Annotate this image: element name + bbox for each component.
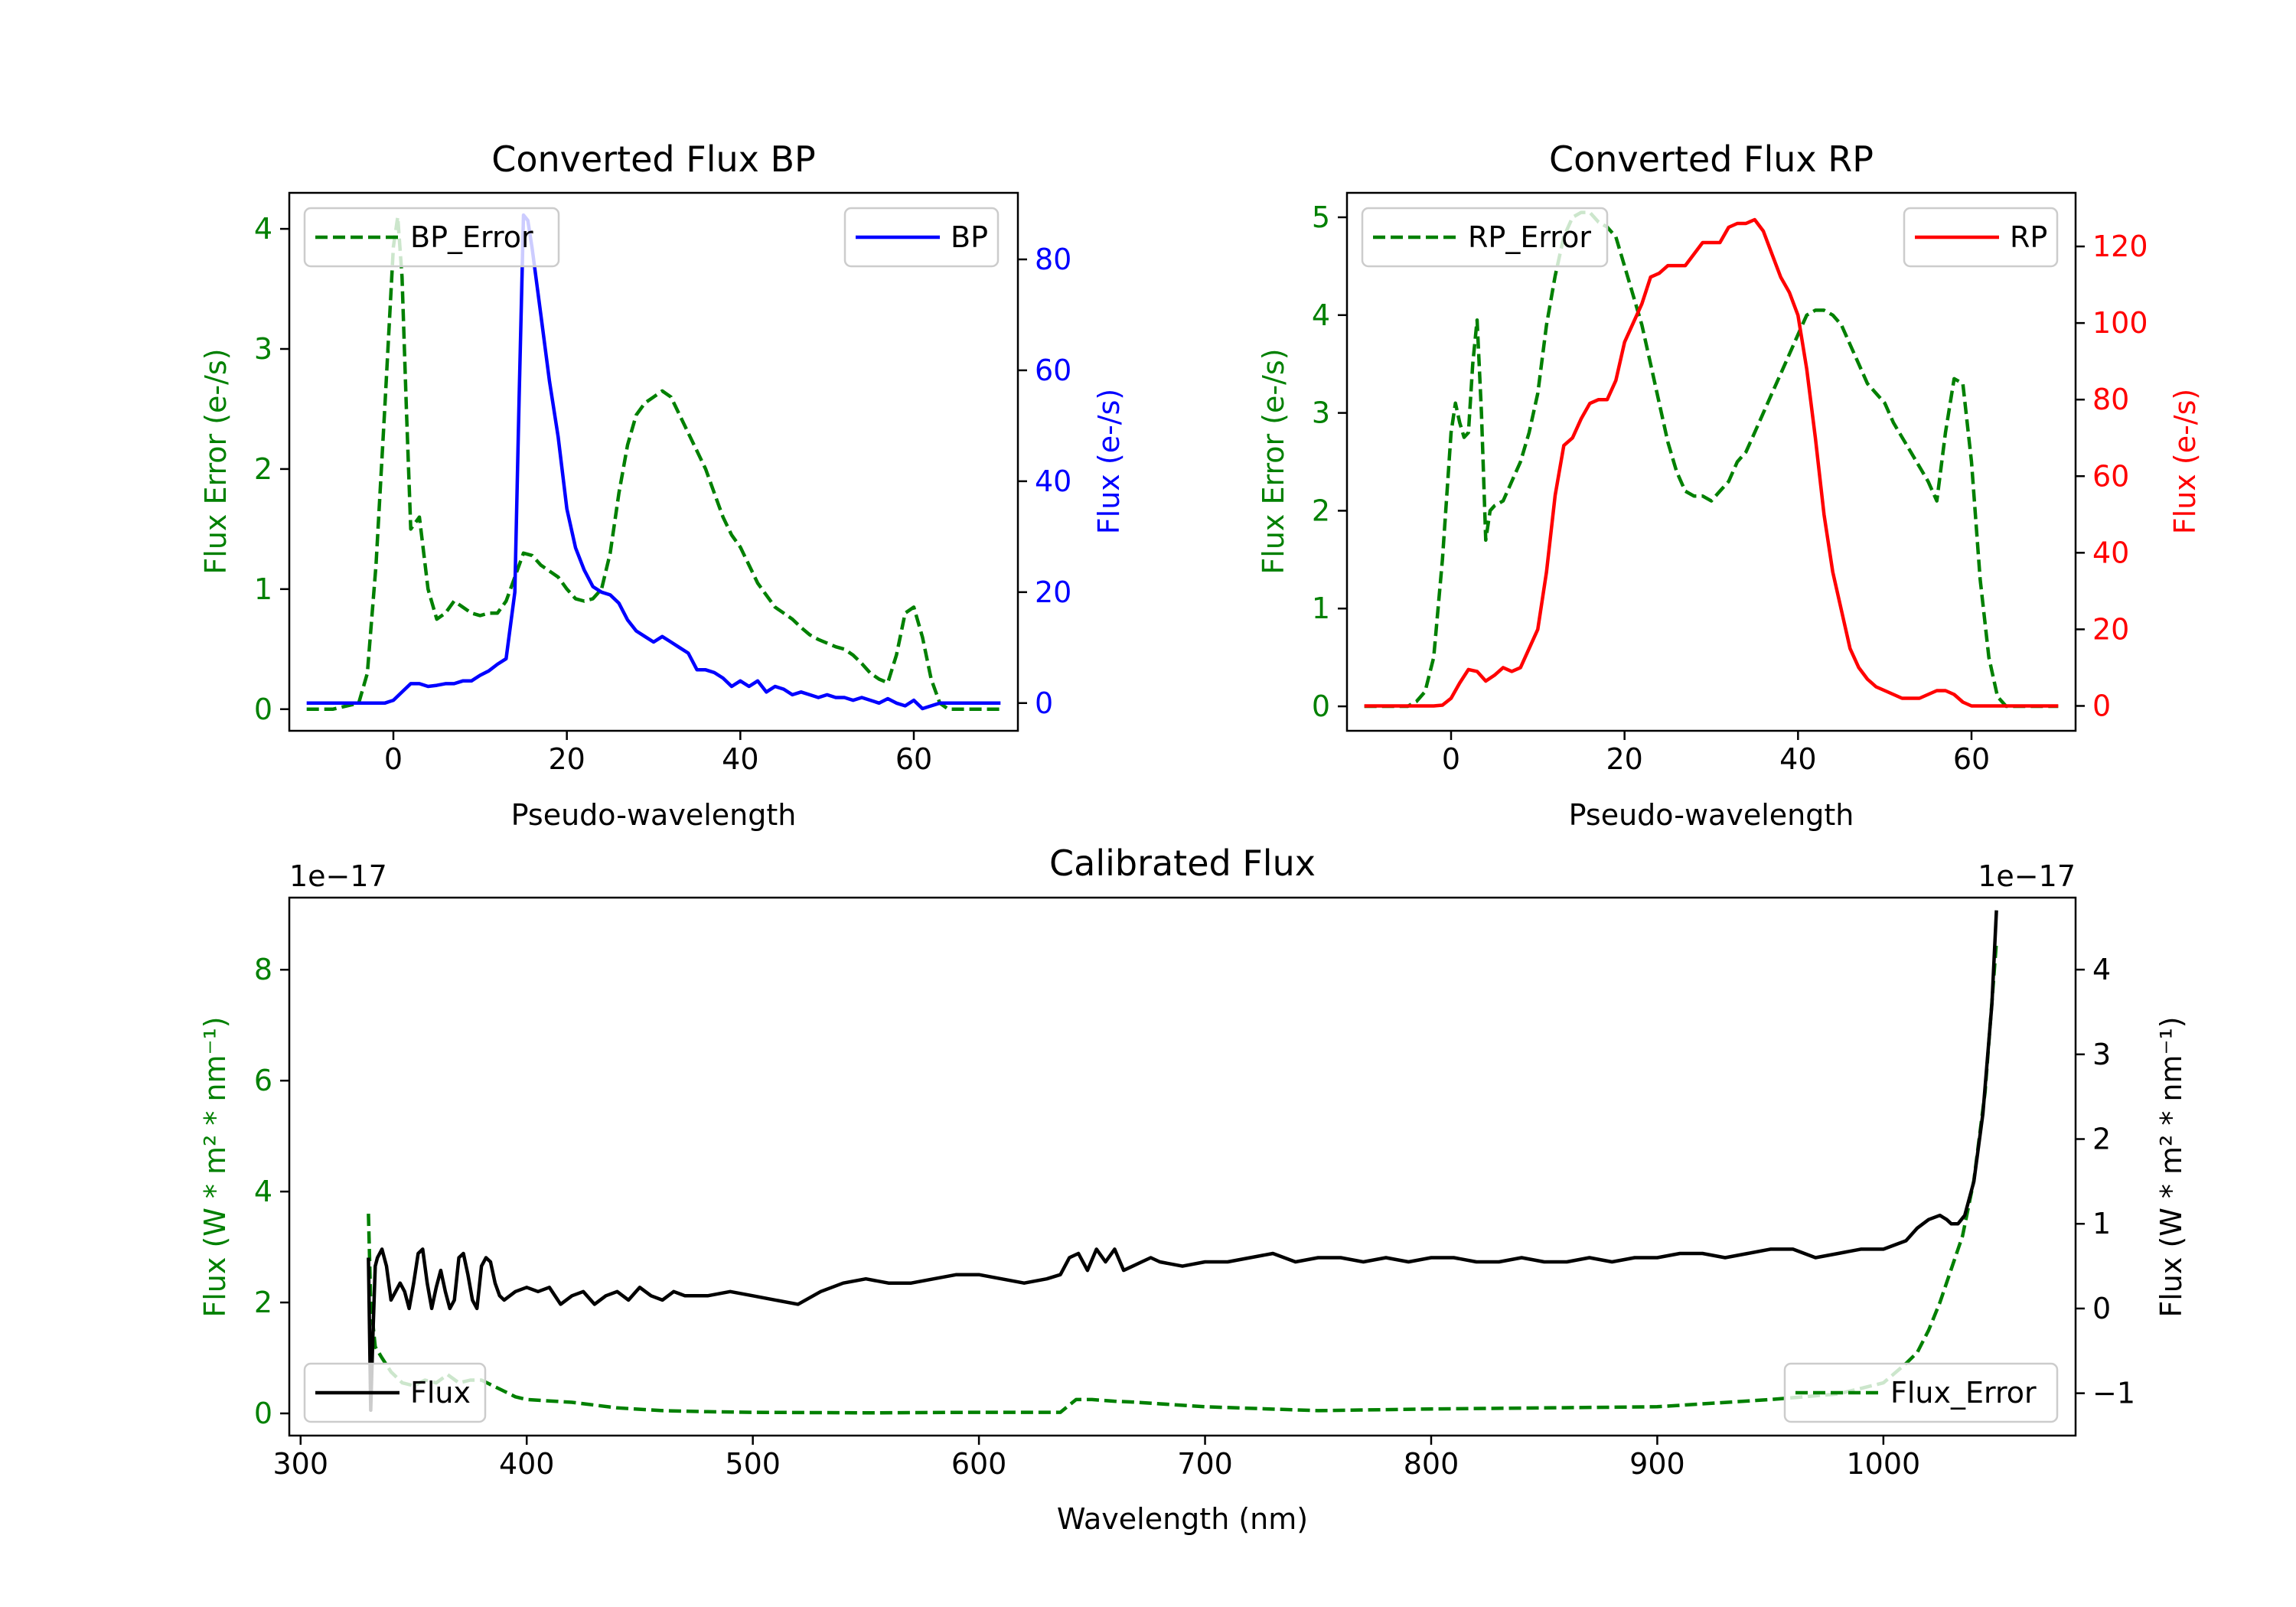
bp-ytick-right-label: 40 bbox=[1035, 464, 1071, 498]
bp-ytick-left-label: 0 bbox=[254, 693, 272, 726]
bp-legend-label-left: BP_Error bbox=[410, 220, 533, 254]
calibrated-ytick-right-label: 4 bbox=[2092, 953, 2111, 986]
calibrated-offset-right: 1e−17 bbox=[1978, 859, 2076, 893]
bp-legend-right: BP bbox=[843, 207, 1000, 268]
calibrated-panel: 300 400 500 600 700 800 900 1000 0 2 4 6 8 −1 0 1 2 3 4 Ca… bbox=[198, 843, 2188, 1536]
calibrated-ytick-left-label: 0 bbox=[254, 1397, 272, 1430]
rp-ylabel-left: Flux Error (e-/s) bbox=[1257, 348, 1290, 574]
bp-ytick-left-label: 3 bbox=[254, 332, 272, 366]
calibrated-ytick-right-label: −1 bbox=[2092, 1377, 2135, 1410]
calibrated-xtick-label: 600 bbox=[951, 1447, 1007, 1481]
calibrated-legend-label-right: Flux_Error bbox=[1890, 1376, 2037, 1410]
bp-axes-frame bbox=[288, 191, 1019, 732]
calibrated-offset-left: 1e−17 bbox=[289, 859, 387, 893]
calibrated-error-line bbox=[367, 941, 1998, 1415]
bp-ylabel-right: Flux (e-/s) bbox=[1092, 389, 1126, 534]
rp-xtick-label: 0 bbox=[1442, 742, 1460, 776]
calibrated-ytick-left-label: 8 bbox=[254, 953, 272, 986]
bp-ylabel-left: Flux Error (e-/s) bbox=[199, 348, 233, 574]
bp-xlabel: Pseudo-wavelength bbox=[511, 798, 797, 832]
calibrated-xtick-label: 800 bbox=[1404, 1447, 1459, 1481]
rp-ytick-right-label: 60 bbox=[2092, 459, 2129, 493]
rp-ytick-left-label: 0 bbox=[1312, 689, 1330, 723]
rp-ytick-left-label: 5 bbox=[1312, 200, 1330, 234]
bp-xtick-label: 20 bbox=[548, 742, 585, 776]
bp-xtick-label: 0 bbox=[384, 742, 403, 776]
rp-ytick-left-label: 1 bbox=[1312, 592, 1330, 625]
rp-ytick-right-label: 0 bbox=[2092, 689, 2111, 722]
bp-ytick-right-label: 20 bbox=[1035, 575, 1071, 609]
calibrated-xtick-label: 1000 bbox=[1847, 1447, 1921, 1481]
calibrated-ylabel-left: Flux (W * m² * nm⁻¹) bbox=[198, 1016, 232, 1317]
bp-ytick-left-label: 1 bbox=[254, 572, 272, 606]
calibrated-xlabel: Wavelength (nm) bbox=[1057, 1502, 1308, 1536]
bp-legend-left: BP_Error bbox=[303, 207, 560, 268]
calibrated-ytick-left-label: 6 bbox=[254, 1064, 272, 1097]
rp-legend-left: RP_Error bbox=[1361, 207, 1609, 268]
calibrated-title: Calibrated Flux bbox=[1049, 843, 1316, 884]
calibrated-ytick-left-label: 4 bbox=[254, 1175, 272, 1208]
rp-ytick-right-label: 100 bbox=[2092, 306, 2148, 340]
bp-ytick-left-label: 4 bbox=[254, 212, 272, 246]
calibrated-legend-right: Flux_Error bbox=[1783, 1362, 2059, 1423]
rp-ytick-left-label: 2 bbox=[1312, 494, 1330, 527]
rp-legend-label-left: RP_Error bbox=[1468, 220, 1591, 254]
rp-ytick-right-label: 80 bbox=[2092, 383, 2129, 416]
rp-xlabel: Pseudo-wavelength bbox=[1569, 798, 1854, 832]
calibrated-legend-left: Flux bbox=[303, 1362, 487, 1423]
rp-title: Converted Flux RP bbox=[1549, 139, 1874, 180]
calibrated-ytick-right-label: 3 bbox=[2092, 1038, 2111, 1071]
bp-flux-line bbox=[306, 213, 1001, 711]
calibrated-xtick-label: 900 bbox=[1629, 1447, 1685, 1481]
calibrated-ytick-right-label: 2 bbox=[2092, 1123, 2111, 1156]
rp-axes-frame bbox=[1345, 191, 2077, 732]
calibrated-legend-label-left: Flux bbox=[410, 1376, 471, 1410]
rp-error-line bbox=[1364, 210, 2059, 709]
rp-xtick-label: 40 bbox=[1779, 742, 1816, 776]
bp-ytick-left-label: 2 bbox=[254, 452, 272, 486]
calibrated-ytick-right-label: 1 bbox=[2092, 1207, 2111, 1240]
calibrated-ytick-left-label: 2 bbox=[254, 1286, 272, 1319]
calibrated-xtick-label: 400 bbox=[499, 1447, 555, 1481]
bp-legend-label-right: BP bbox=[951, 220, 988, 254]
rp-ytick-right-label: 120 bbox=[2092, 230, 2148, 263]
bp-ytick-right-label: 80 bbox=[1035, 243, 1071, 276]
rp-flux-line bbox=[1364, 217, 2059, 708]
bp-xtick-label: 40 bbox=[722, 742, 758, 776]
calibrated-xtick-label: 700 bbox=[1177, 1447, 1233, 1481]
bp-xtick-label: 60 bbox=[895, 742, 932, 776]
rp-legend-label-right: RP bbox=[2010, 220, 2047, 254]
rp-xtick-label: 20 bbox=[1606, 742, 1642, 776]
bp-title: Converted Flux BP bbox=[491, 139, 816, 180]
rp-ytick-left-label: 3 bbox=[1312, 396, 1330, 430]
bp-ytick-right-label: 0 bbox=[1035, 686, 1053, 720]
calibrated-xtick-label: 500 bbox=[725, 1447, 781, 1481]
rp-ytick-right-label: 40 bbox=[2092, 536, 2129, 569]
calibrated-ylabel-right: Flux (W * m² * nm⁻¹) bbox=[2154, 1016, 2188, 1317]
rp-legend-right: RP bbox=[1903, 207, 2059, 268]
bp-ytick-right-label: 60 bbox=[1035, 354, 1071, 387]
rp-xtick-label: 60 bbox=[1953, 742, 1990, 776]
bp-error-line bbox=[306, 215, 1001, 712]
rp-panel: 0 20 40 60 0 1 2 3 4 5 0 20 40 60 80 100 120 Converted F… bbox=[1257, 139, 2202, 832]
rp-ylabel-right: Flux (e-/s) bbox=[2168, 389, 2202, 534]
rp-ytick-right-label: 20 bbox=[2092, 612, 2129, 646]
calibrated-flux-line bbox=[367, 910, 1998, 1413]
calibrated-axes-frame bbox=[288, 896, 2077, 1437]
calibrated-xtick-label: 300 bbox=[273, 1447, 329, 1481]
rp-ytick-left-label: 4 bbox=[1312, 298, 1330, 332]
calibrated-ytick-right-label: 0 bbox=[2092, 1292, 2111, 1325]
